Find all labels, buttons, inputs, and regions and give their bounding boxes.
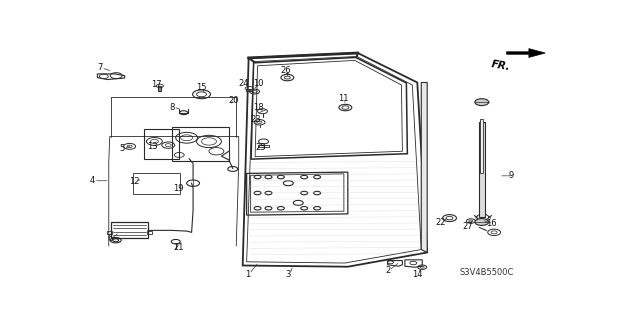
Text: 27: 27 (463, 222, 473, 231)
Text: 24: 24 (239, 79, 249, 88)
Bar (107, 231, 112, 234)
Bar (132, 174, 180, 194)
Text: 22: 22 (436, 219, 446, 227)
Text: 11: 11 (338, 94, 348, 103)
Circle shape (475, 99, 489, 106)
Text: 10: 10 (253, 79, 264, 88)
Text: 1: 1 (245, 270, 250, 278)
Text: 26: 26 (280, 66, 291, 75)
Text: 4: 4 (90, 176, 95, 185)
Text: 17: 17 (152, 80, 162, 89)
Text: S3V4B5500C: S3V4B5500C (460, 268, 514, 277)
Text: 18: 18 (253, 102, 264, 112)
Text: 12: 12 (129, 177, 140, 187)
Circle shape (475, 219, 489, 226)
Bar (479, 122, 484, 217)
Text: 9: 9 (509, 171, 514, 180)
Text: 5: 5 (120, 144, 125, 153)
Text: 13: 13 (147, 142, 157, 151)
Text: FR.: FR. (490, 59, 511, 72)
Text: 14: 14 (412, 270, 422, 278)
Text: 16: 16 (486, 219, 497, 228)
Text: 7: 7 (97, 63, 102, 72)
Text: 15: 15 (196, 83, 207, 92)
Text: 21: 21 (173, 243, 184, 252)
Text: 8: 8 (169, 102, 175, 112)
Bar (111, 222, 148, 238)
Bar (480, 119, 483, 173)
Text: 23: 23 (251, 115, 261, 124)
Text: 20: 20 (228, 96, 239, 105)
Polygon shape (507, 48, 545, 57)
Text: 3: 3 (285, 270, 291, 278)
Text: 25: 25 (256, 143, 266, 152)
Text: 2: 2 (385, 266, 390, 275)
Bar (158, 86, 161, 91)
Polygon shape (421, 83, 428, 252)
Text: 19: 19 (173, 184, 184, 193)
Bar (147, 231, 152, 234)
Text: 6: 6 (107, 234, 113, 243)
Bar (246, 89, 252, 91)
